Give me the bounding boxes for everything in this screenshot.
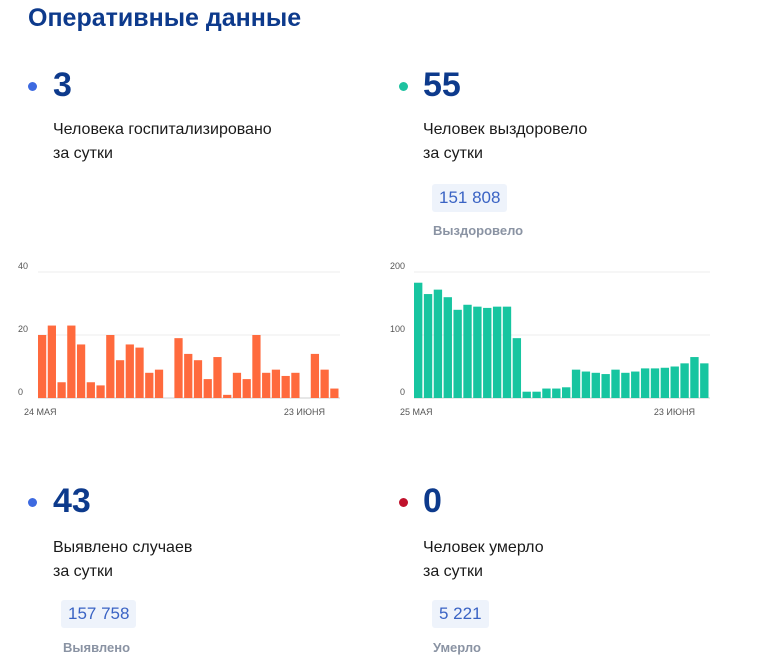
total-badge: 151 808 bbox=[432, 184, 508, 212]
bar bbox=[670, 366, 679, 398]
stat-description-line2: за сутки bbox=[423, 563, 483, 580]
y-tick-label: 0 bbox=[18, 387, 23, 397]
y-tick-label: 100 bbox=[390, 324, 405, 334]
stat-dot-icon bbox=[399, 498, 408, 507]
stat-description-line1: Выявлено случаев bbox=[53, 539, 193, 556]
bar bbox=[213, 357, 222, 398]
bar bbox=[86, 382, 95, 398]
bar bbox=[690, 357, 699, 398]
stat-description-line2: за сутки bbox=[53, 145, 113, 162]
bar bbox=[145, 372, 154, 398]
bar bbox=[67, 325, 76, 398]
bar bbox=[542, 388, 551, 398]
total-label: Выздоровело bbox=[433, 223, 524, 238]
total-label: Выявлено bbox=[63, 640, 131, 655]
bar bbox=[700, 363, 709, 398]
bar bbox=[492, 306, 502, 398]
bar bbox=[571, 369, 581, 398]
stat-value: 3 bbox=[53, 66, 72, 104]
stat-dot-icon bbox=[28, 82, 37, 91]
x-start-label: 25 МАЯ bbox=[400, 407, 433, 417]
bar bbox=[106, 335, 115, 398]
bar bbox=[320, 369, 329, 398]
bar bbox=[423, 294, 433, 398]
bar bbox=[154, 369, 164, 398]
x-end-label: 23 ИЮНЯ bbox=[284, 407, 325, 417]
bar bbox=[463, 304, 472, 398]
stat-description-line2: за сутки bbox=[423, 145, 483, 162]
bar bbox=[125, 344, 134, 398]
bar bbox=[184, 353, 193, 398]
x-end-label: 23 ИЮНЯ bbox=[654, 407, 695, 417]
stat-value: 0 bbox=[423, 482, 442, 520]
bar bbox=[96, 385, 105, 398]
bar bbox=[203, 379, 212, 398]
bar bbox=[680, 363, 689, 398]
bar bbox=[483, 307, 492, 398]
bar bbox=[310, 353, 320, 398]
y-tick-label: 0 bbox=[400, 387, 405, 397]
stat-description-line1: Человек выздоровело bbox=[423, 121, 588, 138]
bar bbox=[281, 375, 290, 398]
total-badge: 157 758 bbox=[61, 600, 137, 628]
bar bbox=[473, 306, 482, 398]
bar bbox=[640, 368, 650, 398]
bar bbox=[591, 372, 600, 398]
y-tick-label: 40 bbox=[18, 261, 28, 271]
bar bbox=[562, 387, 571, 398]
bar bbox=[330, 388, 339, 398]
bar bbox=[631, 371, 640, 398]
y-tick-label: 200 bbox=[390, 261, 405, 271]
bar bbox=[193, 360, 203, 398]
bar bbox=[660, 367, 670, 398]
stat-dot-icon bbox=[28, 498, 37, 507]
bar bbox=[532, 391, 541, 398]
y-tick-label: 20 bbox=[18, 324, 28, 334]
bar bbox=[174, 338, 183, 398]
stat-dot-icon bbox=[399, 82, 408, 91]
total-label: Умерло bbox=[433, 640, 481, 655]
bar bbox=[76, 344, 86, 398]
bar bbox=[414, 282, 423, 398]
bar bbox=[552, 388, 561, 398]
stat-description-line1: Человек умерло bbox=[423, 539, 544, 556]
bar bbox=[57, 382, 66, 398]
bar bbox=[47, 325, 56, 398]
bar bbox=[581, 371, 591, 398]
bar bbox=[135, 347, 144, 398]
stat-description-line2: за сутки bbox=[53, 563, 113, 580]
bar bbox=[115, 360, 125, 398]
bar bbox=[453, 309, 462, 398]
bar bbox=[242, 379, 251, 398]
bar bbox=[601, 374, 610, 398]
bar bbox=[232, 372, 242, 398]
bar bbox=[621, 372, 630, 398]
bar bbox=[522, 391, 531, 398]
bar bbox=[262, 372, 271, 398]
stat-value: 55 bbox=[423, 66, 461, 104]
bar bbox=[650, 368, 660, 398]
recovered-bar-chart: 0 100 200 25 МАЯ 23 ИЮНЯ bbox=[390, 261, 710, 417]
bar bbox=[291, 372, 300, 398]
bar bbox=[443, 297, 452, 398]
bar bbox=[38, 335, 47, 398]
total-badge: 5 221 bbox=[432, 600, 489, 628]
bar bbox=[433, 289, 443, 398]
bar bbox=[271, 369, 281, 398]
bar bbox=[512, 338, 522, 398]
stat-description-line1: Человека госпитализировано bbox=[53, 121, 272, 138]
bar bbox=[223, 394, 232, 398]
bar bbox=[252, 335, 261, 398]
bar bbox=[502, 306, 512, 398]
x-start-label: 24 МАЯ bbox=[24, 407, 57, 417]
page-title: Оперативные данные bbox=[28, 4, 302, 32]
stat-value: 43 bbox=[53, 482, 91, 520]
hospitalized-bar-chart: 0 20 40 24 МАЯ 23 ИЮНЯ bbox=[18, 261, 340, 417]
bar bbox=[611, 369, 620, 398]
